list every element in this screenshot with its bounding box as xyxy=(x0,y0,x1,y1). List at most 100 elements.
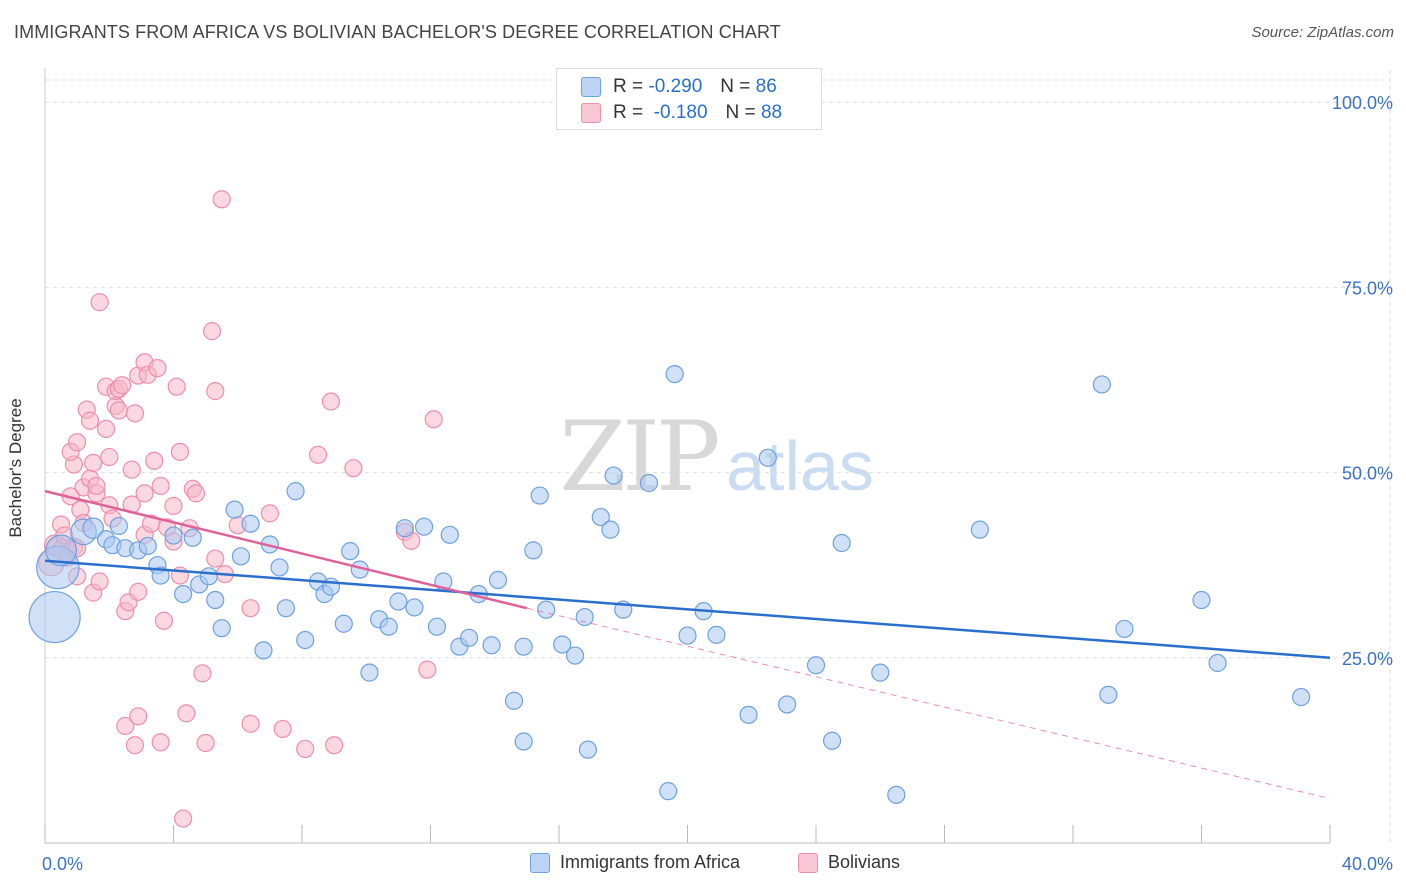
africa-point xyxy=(707,625,726,644)
bottom-legend: Immigrants from Africa Bolivians xyxy=(0,852,1406,878)
bolivians-point xyxy=(68,433,87,452)
y-tick-label: 25.0% xyxy=(1342,649,1393,669)
stats-row-bolivians: R = -0.180 N = 88 xyxy=(581,100,782,126)
bolivians-point xyxy=(96,419,116,439)
africa-point xyxy=(405,598,424,617)
africa-point xyxy=(665,364,684,384)
africa-point xyxy=(296,630,315,650)
bolivians-point xyxy=(125,404,145,423)
africa-point xyxy=(45,534,77,567)
bolivians-trend-line xyxy=(44,489,528,610)
legend-item-bolivians[interactable]: Bolivians xyxy=(798,852,900,873)
africa-point xyxy=(379,617,398,636)
africa-point xyxy=(286,482,305,501)
africa-point xyxy=(174,584,193,604)
bolivians-point xyxy=(129,582,148,601)
bolivians-point xyxy=(154,611,173,630)
r-value: -0.180 xyxy=(653,102,708,123)
stats-legend: R = -0.290 N = 86 R = -0.180 N = 88 xyxy=(556,68,822,130)
bolivians-point xyxy=(116,716,135,736)
africa-point xyxy=(604,466,623,485)
r-label: R = xyxy=(613,76,644,97)
africa-point xyxy=(565,646,585,665)
trend-lines xyxy=(44,489,1331,800)
africa-point xyxy=(758,448,777,467)
africa-point xyxy=(871,663,890,682)
bolivians-point xyxy=(164,496,183,516)
bolivians-point xyxy=(135,484,154,503)
africa-point xyxy=(591,507,610,527)
africa-point xyxy=(514,732,533,751)
africa-point xyxy=(206,590,225,610)
africa-point xyxy=(360,663,379,682)
bolivians-point xyxy=(109,401,128,420)
bolivians-point xyxy=(84,453,103,473)
africa-point xyxy=(822,731,842,750)
africa-point xyxy=(639,473,659,493)
africa-point xyxy=(212,619,231,638)
africa-point xyxy=(28,590,81,644)
bolivians-point xyxy=(167,377,186,396)
tick-labels: 25.0% 50.0% 75.0% 100.0% 0.0% 40.0% xyxy=(42,93,1393,874)
axes xyxy=(44,68,1331,844)
bolivians-point xyxy=(260,504,279,523)
n-value: 86 xyxy=(755,76,777,97)
africa-point xyxy=(1115,619,1134,639)
africa-point xyxy=(270,558,289,577)
bolivians-point xyxy=(206,382,225,401)
africa-point xyxy=(887,785,906,804)
africa-point xyxy=(82,517,104,539)
africa-point xyxy=(777,695,797,714)
n-label: N = xyxy=(720,76,751,97)
n-value: 88 xyxy=(760,102,783,123)
africa-point xyxy=(514,637,533,656)
stats-row-africa: R = -0.290 N = 86 xyxy=(581,74,777,100)
africa-point xyxy=(504,691,524,710)
bolivians-point xyxy=(241,714,260,733)
africa-point xyxy=(553,635,572,654)
bolivians-trend-extension xyxy=(526,607,1331,800)
bolivians-point xyxy=(273,719,292,739)
legend-label-bolivians: Bolivians xyxy=(828,852,901,872)
africa-point xyxy=(341,542,360,561)
africa-point xyxy=(482,636,501,655)
bolivians-point xyxy=(80,411,100,430)
bolivians-point xyxy=(90,293,109,312)
africa-point xyxy=(1099,685,1118,704)
bolivians-point xyxy=(424,410,443,429)
n-label: N = xyxy=(725,102,756,123)
bolivians-point xyxy=(296,739,315,759)
africa-point xyxy=(254,641,273,660)
africa-point xyxy=(659,782,678,801)
africa-point xyxy=(334,614,353,633)
africa-trend-line xyxy=(44,559,1331,660)
bolivians-point xyxy=(308,445,328,464)
africa-point xyxy=(109,516,128,536)
bolivians-point xyxy=(129,707,148,726)
africa-point xyxy=(151,566,170,585)
africa-point xyxy=(832,533,851,553)
africa-point xyxy=(414,517,434,536)
x-tick-label: 0.0% xyxy=(42,854,83,874)
africa-point xyxy=(164,526,183,545)
africa-point xyxy=(199,567,218,586)
bolivians-point xyxy=(321,392,341,411)
africa-point xyxy=(537,600,556,619)
bolivians-point xyxy=(170,442,190,461)
africa-point xyxy=(440,525,459,544)
africa-point xyxy=(183,528,202,547)
y-tick-label: 75.0% xyxy=(1342,278,1393,298)
bolivians-point xyxy=(241,599,260,618)
legend-swatch-bolivians xyxy=(798,852,818,873)
bolivians-point xyxy=(112,376,132,395)
y-tick-label: 50.0% xyxy=(1342,464,1393,484)
bolivians-point xyxy=(148,359,167,378)
africa-point xyxy=(806,656,826,675)
bolivians-point xyxy=(151,733,170,752)
bolivians-point xyxy=(125,736,145,755)
africa-point xyxy=(488,570,508,590)
legend-item-africa[interactable]: Immigrants from Africa xyxy=(530,852,740,873)
africa-point xyxy=(524,541,543,560)
africa-point xyxy=(530,486,549,505)
